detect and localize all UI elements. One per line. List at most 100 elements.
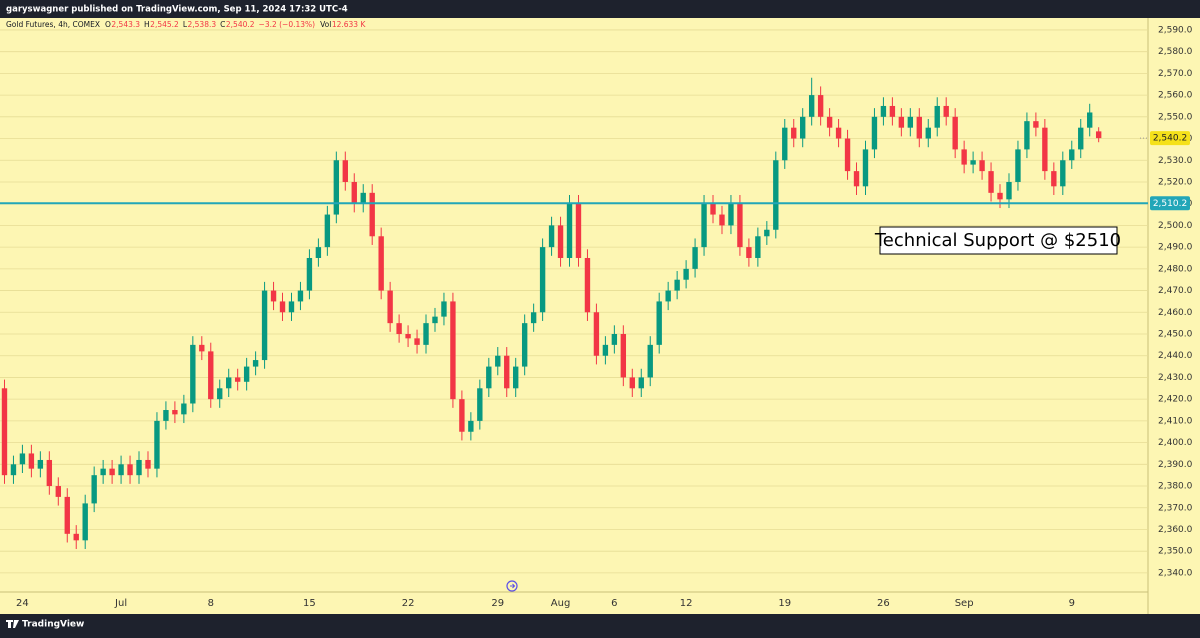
candle-body (602, 344, 609, 356)
candle-body (548, 225, 555, 248)
candle-body (432, 316, 438, 324)
candle-body (701, 203, 707, 248)
candle-body (800, 116, 806, 139)
candle-body (172, 410, 178, 415)
candle-body (943, 105, 949, 117)
candle-body (145, 459, 151, 469)
plot (0, 29, 1148, 574)
candle-body (1015, 149, 1021, 182)
candle-body (656, 301, 662, 345)
y-tick-label: 2,590.0 (1158, 25, 1193, 35)
candle-body (441, 301, 447, 317)
candle-body (315, 247, 322, 258)
y-tick-label: 2,490.0 (1158, 243, 1193, 253)
candle-body (521, 323, 528, 367)
y-tick-label: 2,520.0 (1158, 177, 1193, 187)
bottom-bar (0, 614, 1200, 634)
y-tick-label: 2,530.0 (1158, 156, 1193, 166)
last-price-label: 2,540.2 (1153, 134, 1187, 144)
candle-body (638, 377, 644, 389)
candle-body (755, 236, 761, 258)
candle-body (486, 366, 492, 389)
y-tick-label: 2,560.0 (1158, 91, 1193, 101)
legend-text: Vol (320, 20, 331, 29)
support-price-tag (1150, 196, 1190, 211)
candle-body (997, 192, 1003, 200)
jump-icon[interactable] (506, 580, 518, 592)
candle-body (37, 459, 44, 469)
candle-body (279, 301, 286, 313)
brand: TradingView (22, 620, 84, 630)
candle-body (234, 377, 241, 382)
candle-body (593, 312, 600, 356)
y-tick-label: 2,360.0 (1158, 525, 1193, 535)
candle-body (163, 410, 169, 421)
candle-body (647, 344, 653, 378)
x-tick-label: 22 (402, 598, 415, 609)
x-tick-label: Jul (114, 598, 127, 609)
candle-body (575, 203, 582, 258)
candle-body (154, 420, 160, 469)
candle-body (970, 160, 976, 165)
annotation-box (879, 226, 1118, 255)
candle-body (629, 377, 635, 389)
candle-body (64, 496, 70, 534)
candle-body (1006, 181, 1012, 200)
last-price-tag (1150, 131, 1190, 146)
candle-body (826, 116, 833, 128)
candle-body (620, 334, 627, 378)
candle-body (934, 105, 940, 128)
candle-body (988, 171, 994, 193)
legend-text: C (220, 20, 225, 29)
candle-body (261, 290, 268, 361)
candle-body (1024, 121, 1030, 150)
candle-body (459, 399, 465, 432)
y-tick-label: 2,430.0 (1158, 373, 1193, 383)
x-tick-label: 15 (303, 598, 316, 609)
candle-body (665, 290, 671, 302)
chart-area (0, 18, 1200, 614)
candle-body (737, 203, 743, 248)
y-tick-label: 2,400.0 (1158, 438, 1193, 448)
candle-body (513, 366, 519, 389)
y-tick-label: 2,550.0 (1158, 112, 1193, 122)
candle-body (297, 290, 304, 302)
candle-body (82, 503, 88, 541)
legend-text: 2,540.2 (226, 20, 255, 29)
candle-body (19, 453, 26, 465)
candle-body (127, 464, 133, 476)
candle-body (423, 323, 429, 345)
y-tick-label: 2,470.0 (1158, 286, 1193, 296)
y-tick-label: 2,480.0 (1158, 264, 1193, 274)
candle-body (773, 160, 779, 230)
x-tick-label: 8 (208, 598, 214, 609)
y-tick-label: 2,420.0 (1158, 395, 1193, 405)
candle-body (450, 301, 456, 400)
legend-text: O (105, 20, 111, 29)
x-tick-label: 24 (16, 598, 29, 609)
candle-body (844, 138, 851, 172)
candle-body (611, 334, 618, 345)
legend-text: 2,543.3 (111, 20, 140, 29)
x-tick-label: 26 (877, 598, 890, 609)
x-tick-label: Aug (551, 598, 571, 609)
candle-body (252, 360, 259, 367)
candle-body (387, 290, 393, 324)
candle-body (862, 149, 869, 187)
candle-body (916, 116, 922, 139)
y-tick-label: 2,340.0 (1158, 568, 1193, 578)
candle-body (1051, 171, 1057, 187)
candle-body (217, 388, 223, 400)
y-tick-label: 2,410.0 (1158, 416, 1193, 426)
candle-body (306, 257, 313, 291)
candle-body (405, 334, 411, 339)
candle-body (360, 192, 366, 204)
candle-body (808, 95, 815, 117)
candle-body (351, 181, 357, 204)
candle-body (557, 225, 564, 258)
candle-body (683, 268, 689, 280)
y-tick-label: 2,460.0 (1158, 308, 1193, 318)
candle-body (504, 355, 510, 389)
